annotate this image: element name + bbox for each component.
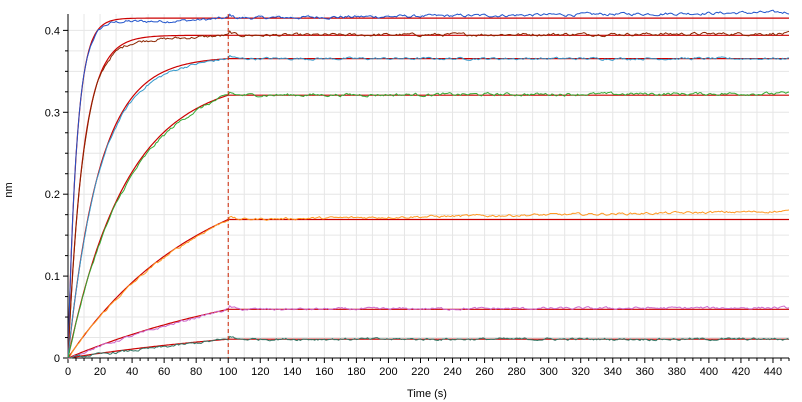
fit-curve-7 xyxy=(67,338,789,359)
x-tick-label: 240 xyxy=(443,366,461,378)
fit-curve-4 xyxy=(67,94,789,359)
y-tick-label: 0 xyxy=(54,353,60,365)
x-tick-label: 160 xyxy=(315,366,333,378)
x-tick-label: 60 xyxy=(158,366,170,378)
data-series-5 xyxy=(67,209,790,360)
x-tick-label: 420 xyxy=(732,366,750,378)
data-series-1 xyxy=(67,9,790,358)
fit-curve-3 xyxy=(67,58,789,359)
x-tick-label: 0 xyxy=(65,366,71,378)
x-tick-label: 340 xyxy=(604,366,622,378)
x-tick-label: 320 xyxy=(572,366,590,378)
x-tick-label: 100 xyxy=(219,366,237,378)
y-tick-label: 0.4 xyxy=(45,25,60,37)
data-series xyxy=(67,9,790,360)
x-tick-label: 200 xyxy=(379,366,397,378)
data-series-2 xyxy=(67,30,790,358)
data-series-6 xyxy=(67,304,790,360)
x-tick-label: 440 xyxy=(764,366,782,378)
x-tick-label: 20 xyxy=(94,366,106,378)
fit-curve-1 xyxy=(67,17,789,359)
x-tick-label: 40 xyxy=(126,366,138,378)
data-series-3 xyxy=(67,54,790,358)
x-tick-label: 140 xyxy=(283,366,301,378)
grid xyxy=(68,14,789,358)
x-tick-label: 280 xyxy=(507,366,525,378)
x-tick-label: 380 xyxy=(668,366,686,378)
data-series-4 xyxy=(67,91,790,360)
x-tick-label: 400 xyxy=(700,366,718,378)
y-tick-label: 0.2 xyxy=(45,189,60,201)
y-tick-label: 0.3 xyxy=(45,107,60,119)
axes xyxy=(63,14,790,363)
tick-labels: 0 20 40 60 80 100 120 140 160 180 200 220 240 260 280 3… xyxy=(45,25,782,378)
y-tick-label: 0.1 xyxy=(45,271,60,283)
fit-curve-2 xyxy=(67,34,789,359)
x-tick-label: 80 xyxy=(190,366,202,378)
fit-curves xyxy=(67,17,789,359)
x-tick-label: 120 xyxy=(251,366,269,378)
data-series-7 xyxy=(67,335,790,359)
x-tick-label: 220 xyxy=(411,366,429,378)
x-tick-label: 180 xyxy=(347,366,365,378)
x-tick-label: 360 xyxy=(636,366,654,378)
y-axis-label: nm xyxy=(3,182,15,197)
x-axis-label: Time (s) xyxy=(407,388,447,400)
fit-curve-5 xyxy=(67,218,789,359)
x-tick-label: 300 xyxy=(539,366,557,378)
x-tick-label: 260 xyxy=(475,366,493,378)
